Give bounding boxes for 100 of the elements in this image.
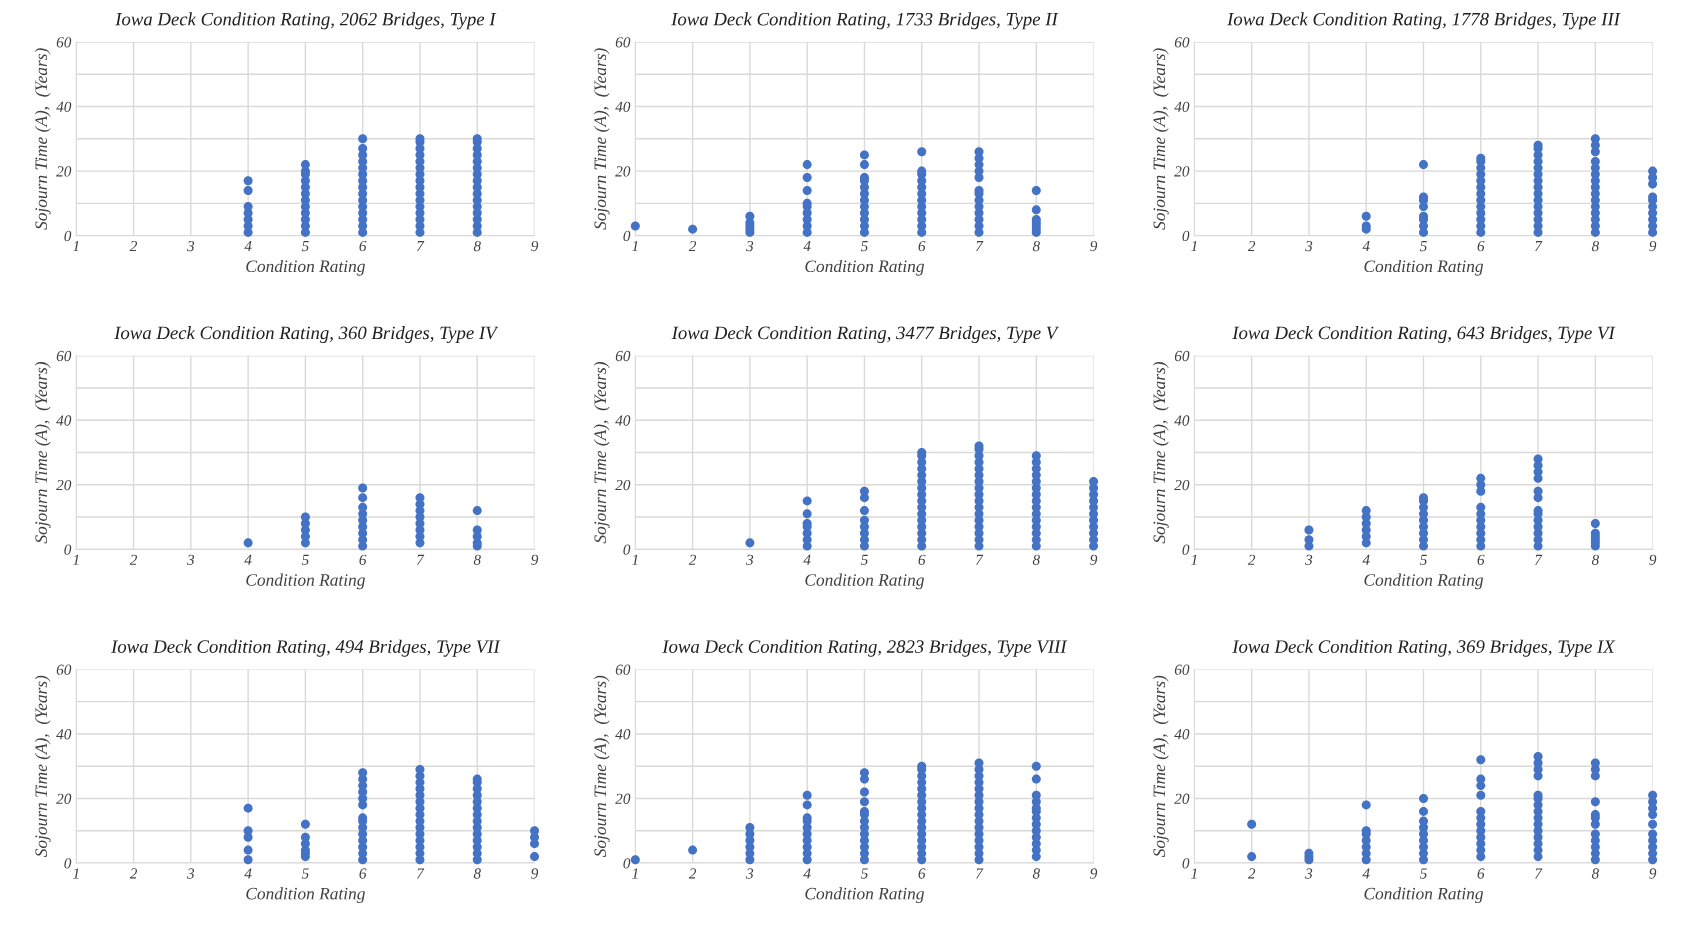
y-tick-label: 40 (615, 729, 631, 740)
x-tick-label: 6 (918, 240, 926, 252)
x-tick-label: 9 (531, 554, 539, 565)
x-tick-label: 5 (301, 241, 309, 252)
x-tick-label: 8 (473, 868, 481, 879)
y-axis-title: Sojourn Time (A), (Years) (593, 675, 610, 858)
x-tick-label: 8 (1032, 240, 1040, 252)
x-tick-label: 8 (473, 240, 481, 252)
x-tick-label: 5 (301, 554, 309, 565)
y-tick-label: 60 (1174, 350, 1190, 362)
y-tick-label: 0 (64, 230, 72, 242)
x-tick-label: 7 (1535, 868, 1543, 879)
y-tick-label: 20 (1174, 479, 1190, 491)
x-tick-label: 3 (1305, 240, 1313, 252)
x-tick-label: 7 (417, 554, 425, 565)
x-tick-label: 7 (1535, 554, 1543, 565)
y-tick-label: 60 (56, 350, 72, 362)
y-tick-label: 0 (1182, 230, 1190, 242)
x-tick-label: 7 (976, 868, 984, 879)
x-tick-label: 2 (688, 868, 697, 879)
x-tick-label: 1 (1191, 554, 1197, 565)
x-tick-label: 1 (73, 868, 79, 879)
x-tick-label: 3 (186, 554, 195, 565)
x-tick-label: 6 (1477, 240, 1485, 252)
chart-title: Iowa Deck Condition Rating, 369 Bridges, Type IX (1232, 639, 1616, 657)
y-tick-label: 20 (615, 166, 631, 177)
x-tick-label: 9 (1649, 240, 1657, 252)
x-tick-label: 3 (746, 868, 754, 879)
x-tick-label: 3 (746, 240, 754, 252)
x-tick-label: 4 (1362, 554, 1370, 565)
x-tick-label: 6 (359, 240, 367, 252)
x-axis-title: Condition Rating (1364, 887, 1484, 904)
x-tick-label: 5 (1419, 554, 1427, 565)
x-tick-label: 7 (417, 868, 425, 879)
x-tick-label: 4 (803, 554, 811, 565)
x-tick-label: 8 (1032, 868, 1040, 879)
x-tick-label: 4 (244, 868, 252, 879)
x-tick-label: 1 (1191, 241, 1197, 252)
x-tick-label: 3 (1305, 554, 1313, 565)
chart-title: Iowa Deck Condition Rating, 1778 Bridges, Type III (1227, 12, 1621, 30)
x-tick-label: 9 (1649, 554, 1657, 565)
x-tick-label: 4 (244, 554, 252, 565)
y-axis-title: Sojourn Time (A), (Years) (1152, 675, 1169, 858)
y-tick-label: 0 (623, 858, 631, 869)
x-tick-label: 6 (918, 868, 926, 879)
x-axis-title: Condition Rating (246, 259, 365, 276)
chart-title: Iowa Deck Condition Rating, 2062 Bridges, Type I (115, 12, 497, 30)
y-tick-label: 60 (615, 664, 631, 675)
x-tick-label: 5 (860, 241, 868, 252)
y-tick-label: 60 (615, 350, 631, 362)
x-tick-label: 2 (1247, 554, 1256, 565)
x-tick-label: 7 (1535, 241, 1543, 252)
x-tick-label: 9 (1090, 240, 1098, 252)
x-tick-label: 2 (129, 868, 138, 879)
y-tick-label: 60 (1174, 664, 1190, 675)
y-tick-label: 60 (56, 664, 72, 675)
x-tick-label: 6 (1477, 554, 1485, 565)
x-axis-title: Condition Rating (805, 259, 924, 276)
x-tick-label: 1 (73, 554, 79, 565)
y-axis-title: Sojourn Time (A), (Years) (34, 675, 51, 858)
x-tick-label: 4 (1362, 868, 1370, 879)
x-tick-label: 4 (1362, 241, 1370, 252)
x-axis-title: Condition Rating (246, 887, 365, 904)
y-tick-label: 60 (56, 37, 72, 48)
y-tick-label: 0 (64, 858, 72, 869)
x-tick-label: 3 (746, 554, 754, 565)
y-tick-label: 40 (1174, 729, 1190, 740)
x-tick-label: 8 (1032, 554, 1040, 565)
x-tick-label: 2 (688, 554, 697, 565)
y-axis-title: Sojourn Time (A), (Years) (1152, 48, 1169, 230)
x-tick-label: 7 (976, 554, 984, 565)
x-tick-label: 4 (803, 241, 811, 252)
y-tick-label: 0 (1182, 858, 1190, 869)
x-tick-label: 5 (1419, 241, 1427, 252)
x-tick-label: 3 (186, 868, 195, 879)
y-axis-title: Sojourn Time (A), (Years) (593, 48, 610, 230)
chart-title: Iowa Deck Condition Rating, 3477 Bridges, Type V (671, 326, 1060, 344)
y-tick-label: 20 (56, 479, 72, 491)
y-axis-title: Sojourn Time (A), (Years) (34, 48, 51, 230)
y-axis-title: Sojourn Time (A), (Years) (593, 361, 610, 544)
y-tick-label: 0 (64, 544, 72, 555)
y-tick-label: 40 (56, 415, 72, 426)
y-tick-label: 40 (1174, 101, 1190, 112)
y-tick-label: 20 (56, 166, 72, 177)
x-tick-label: 6 (1477, 868, 1485, 879)
x-axis-title: Condition Rating (1364, 259, 1484, 276)
y-axis-title: Sojourn Time (A), (Years) (34, 361, 51, 544)
chart-title: Iowa Deck Condition Rating, 2823 Bridges, Type VIII (662, 639, 1068, 657)
x-tick-label: 1 (1191, 868, 1197, 879)
x-tick-label: 2 (688, 240, 697, 252)
x-tick-label: 8 (1591, 554, 1599, 565)
y-tick-label: 20 (56, 793, 72, 804)
x-axis-title: Condition Rating (805, 887, 924, 904)
x-tick-label: 5 (301, 868, 309, 879)
x-tick-label: 8 (473, 554, 481, 565)
y-tick-label: 0 (623, 544, 631, 555)
y-tick-label: 40 (615, 415, 631, 426)
x-tick-label: 9 (531, 240, 539, 252)
x-tick-label: 1 (632, 241, 638, 252)
y-tick-label: 40 (56, 729, 72, 740)
